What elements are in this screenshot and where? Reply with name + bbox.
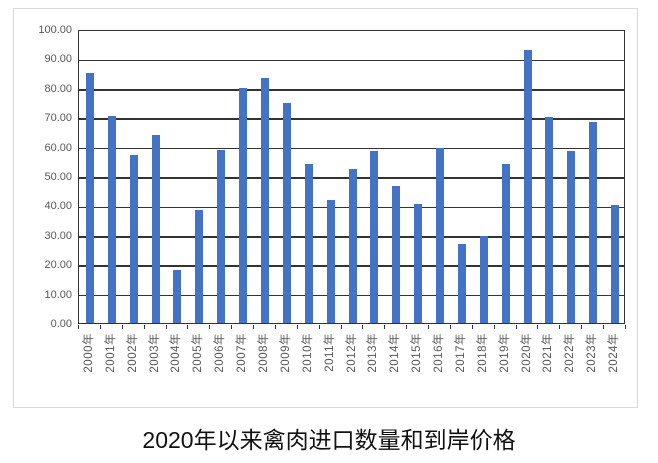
bar-2022年 [567, 151, 576, 323]
x-axis-tick [121, 325, 123, 329]
y-axis-tick-label: 60.00 [44, 141, 72, 154]
bar-2007年 [239, 87, 248, 323]
x-axis-tick-label: 2000年 [82, 333, 95, 373]
y-axis-tick-label: 30.00 [44, 229, 72, 242]
x-axis-tick [537, 325, 539, 329]
x-axis-tick [78, 325, 79, 329]
x-axis-tick-label: 2018年 [476, 333, 489, 373]
y-axis-tick-label: 100.00 [38, 24, 72, 36]
x-axis-tick [165, 325, 167, 329]
x-axis-tick-label: 2009年 [279, 333, 292, 373]
y-axis-tick-label: 80.00 [44, 82, 72, 95]
x-axis-tick [493, 325, 495, 329]
bar-2003年 [151, 134, 160, 323]
x-axis-tick [274, 325, 276, 329]
plot-area [78, 30, 625, 324]
gridline [79, 118, 624, 120]
y-axis-tick-label: 20.00 [44, 259, 72, 272]
bar-2021年 [545, 117, 554, 323]
x-axis-tick [99, 325, 101, 329]
chart-caption: 2020年以来禽肉进口数量和到岸价格 [142, 427, 516, 453]
x-axis-tick [581, 325, 583, 329]
bar-2024年 [611, 205, 620, 323]
x-axis-tick-label: 2010年 [301, 333, 314, 373]
x-axis-tick [406, 325, 408, 329]
y-axis-tick-label: 50.00 [44, 171, 72, 183]
x-axis-tick [471, 325, 473, 329]
x-axis-tick [318, 325, 320, 329]
x-axis-tick [340, 325, 342, 329]
x-axis-tick [625, 325, 626, 329]
bar-2017年 [457, 243, 466, 323]
x-axis-tick [449, 325, 451, 329]
x-axis-tick-label: 2013年 [367, 333, 380, 373]
x-axis-tick [296, 325, 298, 329]
x-axis-tick [187, 325, 189, 329]
y-axis-tick-label: 0.00 [50, 318, 72, 330]
x-axis-tick-label: 2014年 [389, 333, 402, 373]
x-axis-tick-label: 2001年 [104, 333, 117, 373]
x-axis-tick-label: 2022年 [564, 333, 577, 373]
x-axis-tick-label: 2020年 [520, 333, 533, 373]
x-axis-tick-label: 2019年 [498, 333, 511, 373]
x-axis-tick-label: 2004年 [170, 333, 183, 373]
x-axis-tick [143, 325, 145, 329]
x-axis-tick-label: 2012年 [345, 333, 358, 373]
bar-2014年 [392, 186, 401, 323]
bar-2016年 [436, 148, 445, 323]
y-axis-tick-label: 70.00 [44, 112, 72, 125]
x-axis-tick [559, 325, 561, 329]
x-axis-tick-label: 2006年 [214, 333, 227, 373]
gridline [79, 89, 624, 91]
bar-2009年 [282, 102, 291, 323]
bar-2018年 [479, 236, 488, 323]
bar-2001年 [107, 115, 116, 323]
x-axis-tick [428, 325, 430, 329]
y-axis-tick-label: 90.00 [44, 53, 72, 66]
x-axis-tick-label: 2003年 [148, 333, 161, 373]
gridline [79, 59, 624, 62]
bar-2012年 [348, 168, 357, 323]
x-axis-tick [209, 325, 211, 329]
bar-2010年 [304, 164, 313, 323]
bar-2020年 [523, 49, 532, 323]
y-axis-tick-label: 40.00 [44, 200, 72, 213]
x-axis-tick [384, 325, 386, 329]
x-axis-tick-label: 2002年 [126, 333, 139, 373]
bar-2011年 [326, 199, 335, 323]
x-axis-tick [515, 325, 517, 329]
bar-2006年 [217, 149, 226, 323]
x-axis-tick-label: 2008年 [257, 333, 270, 373]
bar-2008年 [260, 77, 269, 323]
x-axis-tick-label: 2017年 [454, 333, 467, 373]
gridline [79, 147, 624, 150]
x-axis-tick-label: 2023年 [586, 333, 599, 373]
x-axis-tick-label: 2007年 [236, 333, 249, 373]
x-axis-tick-label: 2024年 [608, 333, 621, 373]
x-axis-tick [362, 325, 364, 329]
bar-2013年 [370, 151, 379, 323]
x-axis-tick-label: 2015年 [411, 333, 424, 373]
x-axis-tick [603, 325, 605, 329]
bar-2023年 [589, 121, 598, 323]
bar-2004年 [173, 270, 182, 323]
chart-panel: 100.00 90.00 80.00 70.00 60.00 50.00 40.00 30.0… [13, 8, 638, 408]
bar-2015年 [414, 203, 423, 323]
bar-2005年 [195, 209, 204, 323]
x-axis-tick-label: 2021年 [542, 333, 555, 373]
bar-2019年 [501, 164, 510, 323]
y-axis-tick-label: 10.00 [44, 288, 72, 301]
x-axis-tick [231, 325, 233, 329]
bar-2002年 [129, 155, 138, 323]
bar-2000年 [85, 73, 94, 323]
x-axis-tick [253, 325, 255, 329]
x-axis-tick-label: 2016年 [433, 333, 446, 373]
x-axis-tick-label: 2011年 [323, 333, 336, 372]
x-axis-tick-label: 2005年 [192, 333, 205, 373]
